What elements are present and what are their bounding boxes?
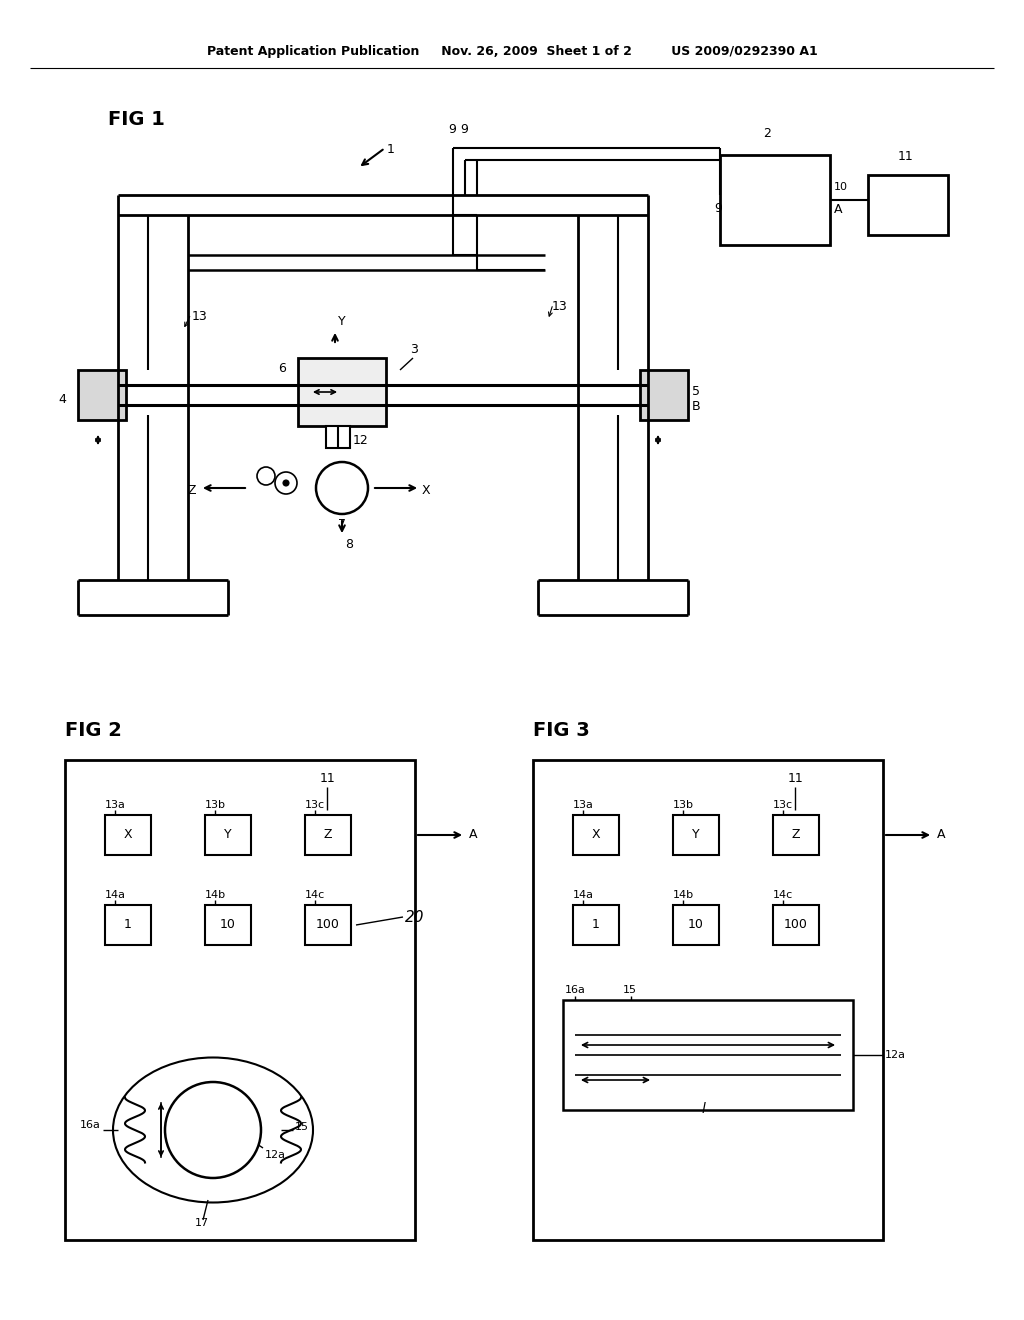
Text: 5: 5 <box>692 385 700 399</box>
Text: 7: 7 <box>338 517 346 531</box>
Text: 11: 11 <box>898 150 913 162</box>
Text: 13c: 13c <box>305 800 326 810</box>
Text: 2: 2 <box>763 127 771 140</box>
Text: 13b: 13b <box>205 800 226 810</box>
Text: FIG 3: FIG 3 <box>534 721 590 741</box>
Text: 17: 17 <box>195 1218 209 1228</box>
Bar <box>305 814 351 855</box>
Text: Y: Y <box>224 829 231 842</box>
Bar <box>773 906 819 945</box>
Bar <box>65 760 415 1239</box>
Bar <box>298 358 386 426</box>
Text: X: X <box>592 829 600 842</box>
Text: 13a: 13a <box>105 800 126 810</box>
Bar <box>673 814 719 855</box>
Bar <box>78 370 126 420</box>
Bar <box>573 814 618 855</box>
Text: Y: Y <box>692 829 699 842</box>
Text: 11: 11 <box>319 772 336 785</box>
Text: 10: 10 <box>834 182 848 191</box>
Text: 1: 1 <box>387 143 395 156</box>
Text: 6: 6 <box>278 362 286 375</box>
Bar <box>205 814 251 855</box>
Text: Z: Z <box>324 829 332 842</box>
Bar <box>868 176 948 235</box>
Bar <box>573 906 618 945</box>
Text: 100: 100 <box>316 919 340 932</box>
Text: 12: 12 <box>353 434 369 447</box>
Circle shape <box>165 1082 261 1177</box>
Text: 100: 100 <box>784 919 808 932</box>
Text: 11: 11 <box>788 772 804 785</box>
Text: l: l <box>701 1102 705 1115</box>
Text: 13b: 13b <box>673 800 694 810</box>
Text: B: B <box>692 400 700 413</box>
Text: 9: 9 <box>449 123 456 136</box>
Text: 13: 13 <box>552 300 567 313</box>
Text: A: A <box>834 203 843 216</box>
Text: Patent Application Publication     Nov. 26, 2009  Sheet 1 of 2         US 2009/0: Patent Application Publication Nov. 26, … <box>207 45 817 58</box>
Text: X: X <box>422 484 431 498</box>
Text: 15: 15 <box>295 1122 309 1133</box>
Text: Z: Z <box>188 484 197 498</box>
Text: 8: 8 <box>345 539 353 550</box>
Text: FIG 2: FIG 2 <box>65 721 122 741</box>
Bar <box>673 906 719 945</box>
Text: 14a: 14a <box>573 890 594 900</box>
Text: Y: Y <box>338 315 346 327</box>
Circle shape <box>275 473 297 494</box>
Text: 10: 10 <box>220 919 236 932</box>
Text: 3: 3 <box>410 343 418 356</box>
Text: X: X <box>124 829 132 842</box>
Bar <box>640 370 688 420</box>
Text: Z: Z <box>792 829 800 842</box>
Text: 15: 15 <box>623 985 637 995</box>
Text: 13c: 13c <box>773 800 794 810</box>
Bar <box>326 426 350 447</box>
Circle shape <box>316 462 368 513</box>
Text: 20: 20 <box>406 909 425 925</box>
Bar <box>305 906 351 945</box>
Text: FIG 1: FIG 1 <box>108 110 165 129</box>
Bar <box>534 760 883 1239</box>
Text: 14a: 14a <box>105 890 126 900</box>
Text: 12a: 12a <box>265 1150 286 1160</box>
Text: 14b: 14b <box>205 890 226 900</box>
Text: 13a: 13a <box>573 800 594 810</box>
Text: 1: 1 <box>124 919 132 932</box>
Text: 16a: 16a <box>80 1119 101 1130</box>
Text: 14c: 14c <box>773 890 794 900</box>
Circle shape <box>257 467 275 484</box>
Text: 9: 9 <box>714 202 722 215</box>
Text: 10: 10 <box>688 919 703 932</box>
Text: 1: 1 <box>592 919 600 932</box>
Text: 4: 4 <box>58 393 66 407</box>
Bar <box>563 1001 853 1110</box>
Bar <box>105 906 151 945</box>
Text: 16a: 16a <box>565 985 586 995</box>
Bar <box>105 814 151 855</box>
Circle shape <box>283 480 289 486</box>
Text: 13: 13 <box>193 310 208 323</box>
Bar <box>720 154 830 246</box>
Bar <box>205 906 251 945</box>
Text: 14b: 14b <box>673 890 694 900</box>
Text: 9: 9 <box>460 123 468 136</box>
Text: A: A <box>937 829 945 842</box>
Bar <box>773 814 819 855</box>
Text: A: A <box>469 829 477 842</box>
Text: 14c: 14c <box>305 890 326 900</box>
Text: 12a: 12a <box>885 1049 906 1060</box>
